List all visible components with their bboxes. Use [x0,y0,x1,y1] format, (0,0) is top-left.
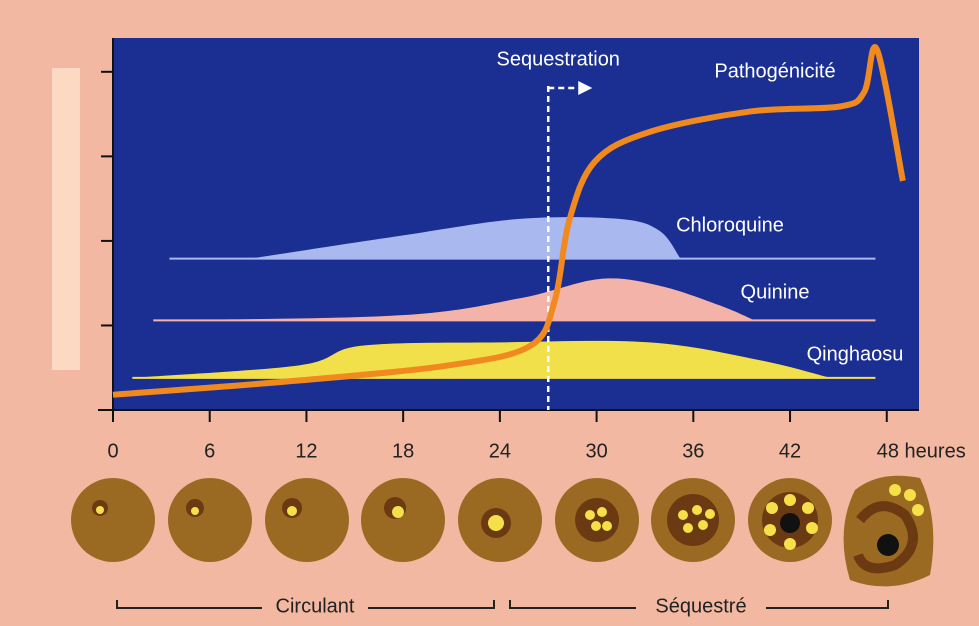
nucleus [692,505,702,515]
pigment [780,513,800,533]
bracket [368,600,495,609]
bracket [509,600,636,609]
sequestration-label: Sequestration [497,48,620,70]
cell [71,478,155,562]
bracket [116,600,262,609]
merozoite [904,489,916,501]
merozoite [806,522,818,534]
nucleus [683,523,693,533]
ruptured-cell [843,475,934,587]
x-tick-label: 36 [682,440,704,462]
merozoite [912,504,924,516]
x-tick-label: 18 [392,440,414,462]
merozoite [784,494,796,506]
x-tick-label: 12 [295,440,317,462]
x-tick-label: 6 [204,440,215,462]
nucleus [602,521,612,531]
merozoite [802,502,814,514]
nucleus [698,520,708,530]
parasite [667,494,719,546]
nucleus [287,506,297,516]
arrow-head [578,81,593,95]
series-label: Chloroquine [676,214,784,236]
decor-bar [52,68,80,370]
stage-label: Circulant [276,595,355,617]
nucleus [705,509,715,519]
nucleus [678,510,688,520]
nucleus [585,510,595,520]
nucleus [488,515,504,531]
x-tick-label: 30 [585,440,607,462]
cell [265,478,349,562]
x-tick-label: 42 [779,440,801,462]
cells [71,475,934,587]
series-label: Qinghaosu [807,343,904,365]
line [112,44,906,398]
cell [361,478,445,562]
merozoite [766,502,778,514]
stage-label: Séquestré [655,595,746,617]
series-label: Quinine [741,281,810,303]
x-tick-label: 0 [107,440,118,462]
merozoite [889,484,901,496]
nucleus [191,507,199,515]
area [153,278,755,321]
nucleus [597,507,607,517]
series-label: Pathogénicité [714,60,835,82]
merozoite [764,524,776,536]
bracket [766,600,889,609]
nucleus [392,506,404,518]
x-tick-label: 48 heures [877,440,966,462]
cell [168,478,252,562]
stage-brackets [116,600,889,609]
nucleus [591,521,601,531]
merozoite [784,538,796,550]
parasite [575,498,619,542]
area [250,217,681,259]
x-tick-label: 24 [489,440,511,462]
pigment [877,534,899,556]
parasite-trace [853,501,918,574]
nucleus [96,506,104,514]
